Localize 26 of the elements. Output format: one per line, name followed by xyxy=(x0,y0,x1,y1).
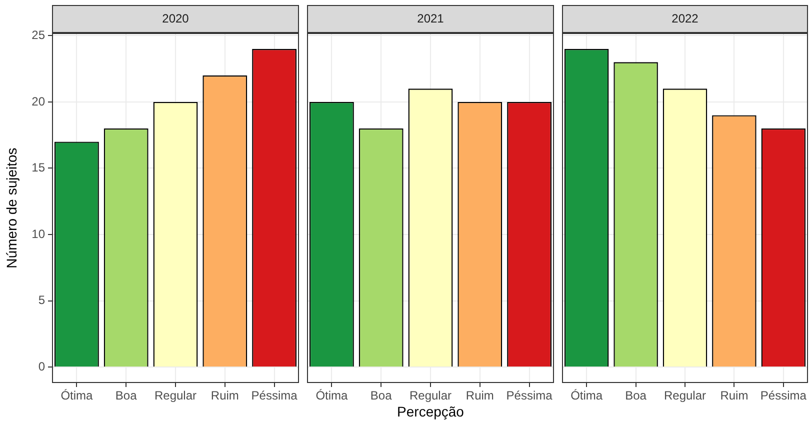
x-tick-label: Boa xyxy=(625,388,647,403)
y-tick-label: 0 xyxy=(38,359,46,374)
chart-title: 2022 xyxy=(672,11,699,26)
chart-title: 2020 xyxy=(162,11,190,26)
x-tick-label: Regular xyxy=(409,388,452,403)
y-tick-label: 15 xyxy=(32,160,46,175)
y-tick-label: 10 xyxy=(32,226,46,241)
x-tick-label: Péssima xyxy=(251,388,298,403)
x-tick-label: Boa xyxy=(370,388,392,403)
y-tick-label: 5 xyxy=(38,293,46,308)
x-tick-label: Ótima xyxy=(316,388,348,403)
chart-title: 2021 xyxy=(417,11,444,26)
y-tick-label: 20 xyxy=(32,94,46,108)
x-tick-label: Boa xyxy=(115,388,138,403)
y-axis-title: Número de sujeitos xyxy=(3,148,20,268)
x-tick-label: Regular xyxy=(664,388,706,403)
x-tick-label: Péssima xyxy=(760,388,807,403)
x-axis-title: Percepção xyxy=(397,403,464,420)
x-tick-label: Ruim xyxy=(720,388,748,403)
x-tick-label: Ruim xyxy=(466,388,494,403)
x-tick-label: Ruim xyxy=(210,388,239,403)
x-tick-label: Ótima xyxy=(570,388,603,403)
x-tick-label: Regular xyxy=(154,388,197,403)
x-tick-label: Ótima xyxy=(60,388,94,403)
x-tick-label: Péssima xyxy=(506,388,553,403)
y-tick-label: 25 xyxy=(32,28,46,42)
